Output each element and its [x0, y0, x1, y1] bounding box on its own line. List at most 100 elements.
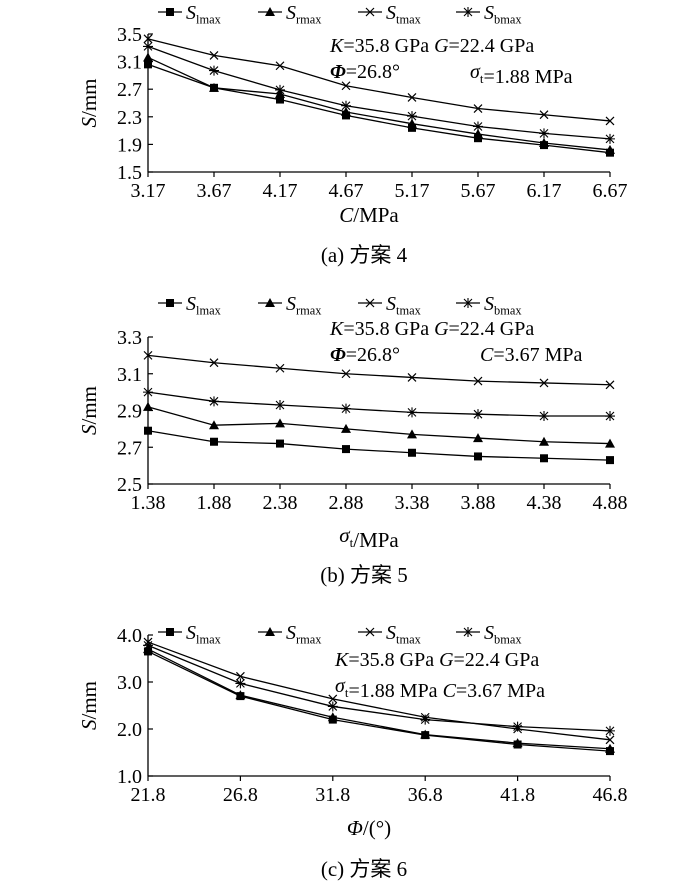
data-point	[605, 438, 615, 448]
legend-marker	[365, 298, 375, 308]
y-tick-label: 1.5	[117, 162, 142, 184]
data-point	[473, 376, 483, 386]
data-point	[143, 401, 153, 411]
series-line	[147, 391, 610, 417]
x-tick-label: 36.8	[408, 784, 443, 806]
figure-caption: (b) 方案 5	[320, 563, 408, 587]
legend-item: Slmax	[158, 293, 222, 317]
legend-label: Sbmax	[484, 622, 522, 646]
chart-panel-b: 2.5 2.7 2.9 3.1 3.3 1.38 1.88 2.38 2.88 3.38 3.88 4…	[77, 293, 628, 587]
data-point	[143, 34, 153, 44]
data-point	[235, 678, 246, 689]
data-point	[407, 93, 417, 102]
x-tick-label: 41.8	[500, 784, 535, 806]
figure-caption: (c) 方案 6	[321, 857, 407, 881]
parameter-annotation: σt=1.88 MPa C=3.67 MPa	[335, 675, 545, 702]
x-axis-label: σt/MPa	[339, 523, 399, 552]
legend-marker	[166, 628, 174, 636]
data-point	[473, 121, 483, 132]
legend-label: Stmax	[386, 293, 422, 317]
series-line	[147, 354, 611, 386]
y-tick-label: 3.0	[117, 672, 142, 694]
legend-marker	[463, 627, 473, 637]
y-tick-label: 3.3	[117, 327, 142, 349]
legend-label: Srmax	[286, 293, 322, 317]
data-point	[143, 387, 153, 398]
x-axis-label: Φ/(°)	[347, 816, 391, 840]
series-Srmax	[143, 52, 615, 154]
chart-panel-a: 1.5 1.9 2.3 2.7 3.1 3.5 3.17 3.67 4.17 4.67 5.17 5.…	[77, 2, 628, 267]
data-point	[209, 50, 219, 60]
series-Sbmax	[143, 640, 615, 736]
series-line	[147, 430, 611, 461]
parameter-annotation: K=35.8 GPa G=22.4 GPa	[334, 649, 539, 671]
y-tick-label: 3.1	[117, 364, 142, 386]
data-point	[606, 456, 614, 465]
data-point	[407, 111, 417, 122]
legend-item: Slmax	[158, 2, 222, 26]
data-point	[420, 714, 431, 725]
parameter-annotation: σt=1.88 MPa	[470, 61, 573, 88]
series-Stmax	[143, 350, 615, 390]
legend-item: Sbmax	[456, 622, 522, 646]
data-point	[341, 423, 351, 433]
legend-item: Sbmax	[456, 2, 522, 26]
parameter-annotation: K=35.8 GPa G=22.4 GPa	[329, 35, 534, 57]
x-tick-label: 4.88	[593, 492, 628, 514]
data-point	[235, 690, 246, 700]
data-point	[605, 735, 615, 745]
x-tick-label: 6.17	[527, 180, 562, 202]
series-Sbmax	[143, 387, 615, 422]
x-tick-label: 5.17	[395, 180, 430, 202]
y-tick-label: 2.7	[117, 79, 142, 101]
x-axis-label: C/MPa	[339, 203, 399, 227]
data-point	[341, 403, 351, 414]
data-point	[275, 84, 285, 95]
data-point	[341, 81, 351, 91]
data-point	[474, 134, 482, 143]
data-point	[144, 426, 152, 435]
legend-item: Slmax	[158, 622, 222, 646]
parameter-annotation: Φ=26.8°	[330, 344, 400, 366]
series-Srmax	[143, 401, 615, 448]
data-point	[327, 712, 338, 722]
data-point	[605, 411, 615, 422]
data-point	[540, 454, 548, 463]
data-point	[407, 118, 417, 128]
data-point	[341, 369, 351, 379]
x-tick-label: 4.67	[329, 180, 364, 202]
legend-label: Sbmax	[484, 2, 522, 26]
data-point	[473, 409, 483, 420]
series-line	[147, 648, 611, 750]
data-point	[407, 373, 417, 382]
series-line	[147, 406, 611, 445]
y-axis-label: S/mm	[77, 386, 101, 435]
data-point	[605, 133, 615, 144]
legend-item: Srmax	[258, 622, 322, 646]
data-point	[473, 129, 483, 139]
x-tick-label: 3.38	[395, 492, 430, 514]
data-point	[473, 433, 483, 443]
x-tick-label: 5.67	[461, 180, 496, 202]
series-Stmax	[143, 34, 615, 126]
series-line	[147, 38, 611, 122]
y-tick-label: 2.9	[117, 401, 142, 423]
series-line	[147, 56, 611, 151]
data-point	[235, 671, 245, 681]
data-point	[342, 445, 350, 454]
y-tick-label: 2.5	[117, 474, 142, 496]
data-point	[143, 640, 153, 651]
legend-label: Srmax	[286, 2, 322, 26]
y-tick-label: 2.0	[117, 719, 142, 741]
legend-label: Sbmax	[484, 293, 522, 317]
series-Slmax	[144, 426, 614, 465]
legend-label: Stmax	[386, 2, 422, 26]
legend-label: Slmax	[186, 622, 222, 646]
parameter-annotation: C=3.67 MPa	[480, 344, 583, 366]
data-point	[512, 738, 523, 748]
data-point	[209, 396, 219, 407]
x-tick-label: 6.67	[593, 180, 628, 202]
x-tick-label: 3.88	[461, 492, 496, 514]
data-point	[539, 138, 549, 148]
legend-item: Stmax	[358, 293, 422, 317]
